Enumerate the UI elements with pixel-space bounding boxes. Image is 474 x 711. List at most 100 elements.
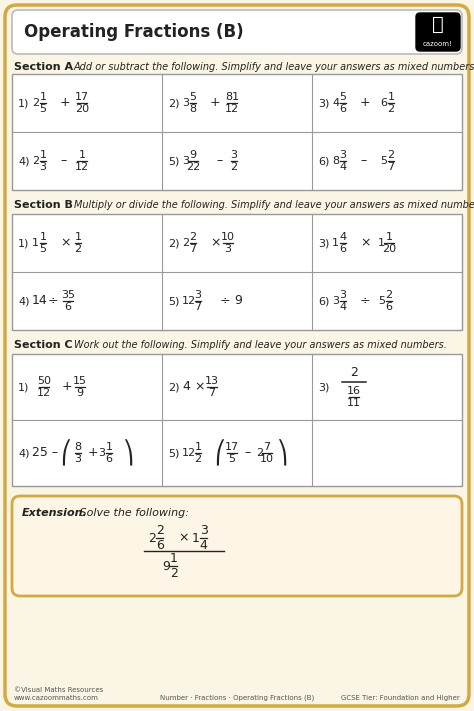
Text: 9: 9 xyxy=(234,294,242,307)
Text: 6): 6) xyxy=(318,296,329,306)
Text: 6: 6 xyxy=(385,302,392,312)
Text: 22: 22 xyxy=(186,162,200,172)
Text: 1: 1 xyxy=(385,232,392,242)
Text: 3: 3 xyxy=(39,162,46,172)
Text: +: + xyxy=(60,97,71,109)
Text: 2): 2) xyxy=(168,238,180,248)
Text: 3: 3 xyxy=(182,156,189,166)
Bar xyxy=(12,214,462,330)
Text: 1: 1 xyxy=(332,238,339,248)
Text: +: + xyxy=(360,97,371,109)
Text: ×: × xyxy=(210,237,220,250)
Text: 35: 35 xyxy=(61,290,75,300)
Text: 8: 8 xyxy=(74,442,82,452)
Text: 1: 1 xyxy=(378,238,385,248)
Bar xyxy=(12,354,462,486)
Text: 1): 1) xyxy=(18,98,29,108)
Text: 2: 2 xyxy=(182,238,189,248)
Text: 3: 3 xyxy=(339,290,346,300)
Text: 7: 7 xyxy=(190,244,197,254)
Text: 3): 3) xyxy=(318,238,329,248)
Text: 7: 7 xyxy=(209,388,216,398)
Text: 12: 12 xyxy=(75,162,89,172)
FancyBboxPatch shape xyxy=(12,496,462,596)
Text: 6: 6 xyxy=(339,244,346,254)
Text: Operating Fractions (B): Operating Fractions (B) xyxy=(24,23,244,41)
Text: 13: 13 xyxy=(205,376,219,386)
Text: 1: 1 xyxy=(32,238,39,248)
Text: 3: 3 xyxy=(74,454,82,464)
Text: 8: 8 xyxy=(190,104,197,114)
Text: 4: 4 xyxy=(339,302,346,312)
Text: 1): 1) xyxy=(18,238,29,248)
Text: 25 –: 25 – xyxy=(32,447,58,459)
Text: Add or subtract the following. Simplify and leave your answers as mixed numbers.: Add or subtract the following. Simplify … xyxy=(74,62,474,72)
Text: 1): 1) xyxy=(18,382,29,392)
Text: 4): 4) xyxy=(18,448,29,458)
Text: 4): 4) xyxy=(18,156,29,166)
Text: 2: 2 xyxy=(230,162,237,172)
Text: 1: 1 xyxy=(170,552,178,565)
Text: Number · Fractions · Operating Fractions (B): Number · Fractions · Operating Fractions… xyxy=(160,695,314,701)
Text: 4: 4 xyxy=(182,380,190,393)
Text: 3: 3 xyxy=(339,150,346,160)
Text: ⎞: ⎞ xyxy=(276,440,288,466)
Text: 1: 1 xyxy=(74,232,82,242)
Text: 2: 2 xyxy=(74,244,82,254)
Text: 2: 2 xyxy=(32,156,39,166)
Text: 5): 5) xyxy=(168,296,179,306)
Text: 20: 20 xyxy=(382,244,396,254)
Text: 9: 9 xyxy=(162,560,170,572)
Text: Section A: Section A xyxy=(14,62,73,72)
FancyBboxPatch shape xyxy=(12,10,462,54)
Text: 3: 3 xyxy=(230,150,237,160)
Text: ×: × xyxy=(194,380,204,393)
Text: +: + xyxy=(88,447,99,459)
Text: 3: 3 xyxy=(200,524,208,537)
Text: ⎛: ⎛ xyxy=(214,440,226,466)
Text: –: – xyxy=(360,154,366,168)
Text: 5: 5 xyxy=(39,104,46,114)
Text: 2: 2 xyxy=(170,567,178,580)
Text: 81: 81 xyxy=(225,92,239,102)
Text: 2: 2 xyxy=(387,104,394,114)
Text: 20: 20 xyxy=(75,104,89,114)
Text: 4: 4 xyxy=(332,98,339,108)
Text: 5: 5 xyxy=(380,156,387,166)
Text: 3: 3 xyxy=(332,296,339,306)
Text: 11: 11 xyxy=(347,398,361,408)
Text: 7: 7 xyxy=(194,302,201,312)
Text: 2): 2) xyxy=(168,382,180,392)
Text: ÷: ÷ xyxy=(48,294,59,307)
Text: 2: 2 xyxy=(32,98,39,108)
Text: ×: × xyxy=(360,237,371,250)
Text: 3: 3 xyxy=(225,244,231,254)
Text: ÷: ÷ xyxy=(360,294,371,307)
Text: 12: 12 xyxy=(225,104,239,114)
Text: 4): 4) xyxy=(18,296,29,306)
Text: +: + xyxy=(210,97,220,109)
Text: ⎞: ⎞ xyxy=(122,440,134,466)
Text: 16: 16 xyxy=(347,386,361,396)
Text: ×: × xyxy=(60,237,71,250)
Text: 9: 9 xyxy=(190,150,197,160)
Text: 6): 6) xyxy=(318,156,329,166)
Text: 2: 2 xyxy=(194,454,201,464)
Text: 5: 5 xyxy=(378,296,385,306)
Text: –: – xyxy=(216,154,222,168)
Text: 4: 4 xyxy=(200,539,208,552)
Text: 12: 12 xyxy=(37,388,51,398)
Text: 6: 6 xyxy=(105,454,112,464)
Text: 1: 1 xyxy=(194,442,201,452)
Text: –: – xyxy=(60,154,66,168)
Text: 5): 5) xyxy=(168,448,179,458)
Text: 2: 2 xyxy=(350,366,358,380)
Text: 3): 3) xyxy=(318,98,329,108)
Text: 4: 4 xyxy=(339,232,346,242)
Text: 10: 10 xyxy=(221,232,235,242)
Text: ÷: ÷ xyxy=(220,294,231,307)
Text: 15: 15 xyxy=(73,376,87,386)
Text: 2: 2 xyxy=(190,232,197,242)
Text: Solve the following:: Solve the following: xyxy=(76,508,189,518)
Text: 6: 6 xyxy=(155,539,164,552)
